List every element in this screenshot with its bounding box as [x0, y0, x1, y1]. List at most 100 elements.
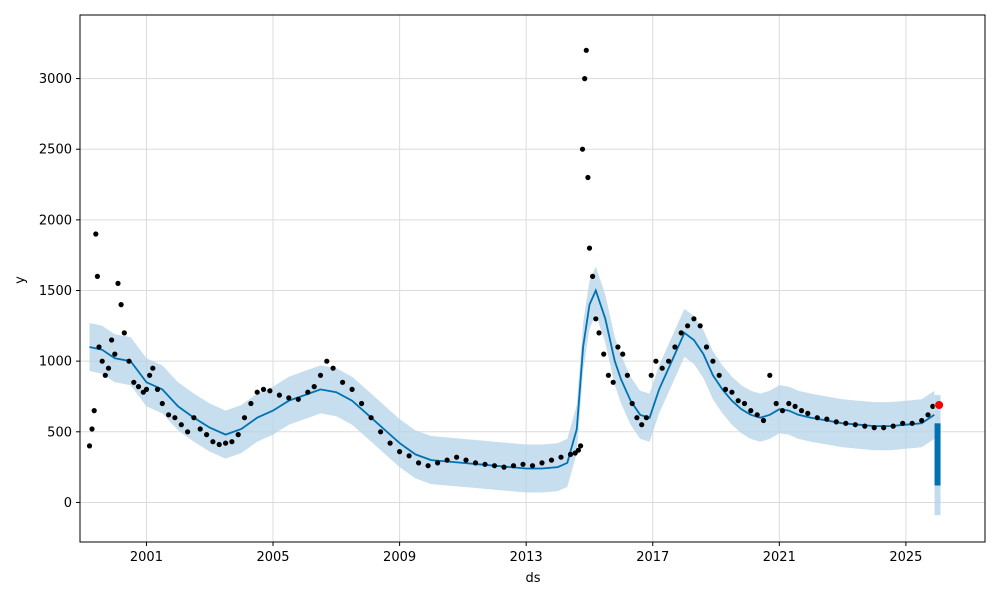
observed-point: [96, 344, 102, 350]
observed-point: [241, 415, 248, 421]
observed-point: [678, 330, 684, 336]
observed-point: [843, 420, 849, 426]
trend-line: [89, 288, 935, 470]
observed-point: [615, 344, 621, 350]
observed-point: [276, 392, 282, 398]
observed-point: [596, 330, 602, 336]
observed-point: [930, 403, 936, 409]
observed-point: [629, 400, 635, 407]
observed-point: [862, 423, 868, 429]
y-tick-label: 500: [47, 425, 72, 440]
observed-point: [191, 415, 197, 421]
y-tick-label: 1500: [39, 284, 72, 299]
y-tick-label: 2500: [39, 143, 72, 158]
observed-point: [109, 337, 115, 343]
observed-point: [86, 443, 93, 449]
observed-point: [805, 410, 811, 416]
observed-point: [735, 398, 741, 404]
observed-point: [254, 389, 260, 395]
observed-point: [204, 432, 210, 438]
observed-point: [792, 403, 798, 409]
observed-point: [210, 439, 216, 445]
observed-point: [154, 386, 161, 392]
observed-point: [317, 372, 324, 378]
observed-point: [368, 415, 374, 421]
observed-point: [89, 426, 95, 432]
observed-point: [773, 400, 779, 407]
observed-point: [260, 386, 267, 392]
observed-point: [305, 389, 311, 395]
observed-point: [741, 400, 748, 407]
y-tick-label: 0: [64, 496, 72, 511]
observed-point: [185, 429, 191, 435]
axes-frame: [79, 14, 986, 543]
observed-point: [91, 408, 97, 414]
observed-point: [585, 174, 591, 181]
observed-point: [510, 463, 517, 469]
observed-point: [722, 386, 729, 392]
observed-point: [520, 461, 526, 467]
observed-point: [147, 372, 153, 378]
observed-point: [833, 419, 839, 425]
x-tick-label: 2009: [383, 550, 416, 565]
uncertainty-band: [89, 266, 935, 493]
observed-point: [102, 372, 108, 378]
x-tick-label: 2013: [510, 550, 543, 565]
forecast-interval: [934, 423, 941, 486]
observed-point: [691, 316, 697, 322]
observed-point: [482, 461, 488, 467]
observed-point: [94, 273, 100, 279]
observed-point: [416, 460, 422, 466]
observed-point: [666, 358, 672, 364]
observed-point: [463, 457, 469, 463]
observed-point: [620, 351, 626, 357]
observed-point: [93, 231, 99, 237]
observed-point: [454, 454, 460, 460]
observed-point: [472, 460, 479, 466]
observed-point: [567, 451, 574, 457]
observed-point: [900, 420, 906, 426]
observed-point: [582, 76, 588, 82]
observed-point: [216, 441, 222, 448]
observed-point: [639, 422, 645, 428]
observed-point: [295, 396, 301, 402]
observed-point: [925, 412, 931, 418]
observed-point: [754, 412, 760, 418]
observed-point: [697, 323, 703, 329]
observed-point: [406, 453, 412, 459]
observed-point: [121, 330, 127, 336]
x-axis-label: ds: [525, 571, 540, 586]
observed-point: [578, 443, 584, 449]
observed-point: [112, 351, 118, 357]
observed-point: [605, 372, 612, 378]
observed-point: [286, 395, 292, 401]
observed-point: [586, 245, 593, 251]
observed-point: [99, 358, 105, 364]
observed-point: [378, 429, 384, 435]
x-tick-label: 2021: [763, 550, 796, 565]
observed-point: [610, 379, 616, 385]
observed-point: [359, 400, 365, 407]
observed-point: [340, 379, 346, 385]
observed-point: [539, 460, 545, 466]
observed-point: [703, 344, 710, 350]
observed-point: [624, 372, 631, 378]
observed-point: [685, 323, 691, 329]
observed-point: [852, 422, 858, 428]
observed-point: [159, 400, 165, 407]
observed-point: [330, 365, 336, 371]
observed-point: [135, 384, 142, 390]
observed-point: [178, 422, 184, 428]
observed-point: [143, 386, 150, 392]
x-tick-label: 2025: [889, 550, 922, 565]
observed-point: [425, 463, 431, 469]
observed-point: [710, 358, 716, 364]
observed-point: [444, 457, 450, 463]
observed-point: [634, 415, 640, 421]
observed-point: [235, 432, 241, 438]
observed-point: [583, 47, 589, 53]
observed-point: [529, 463, 536, 469]
observed-point: [491, 463, 498, 469]
observed-point: [659, 365, 665, 371]
